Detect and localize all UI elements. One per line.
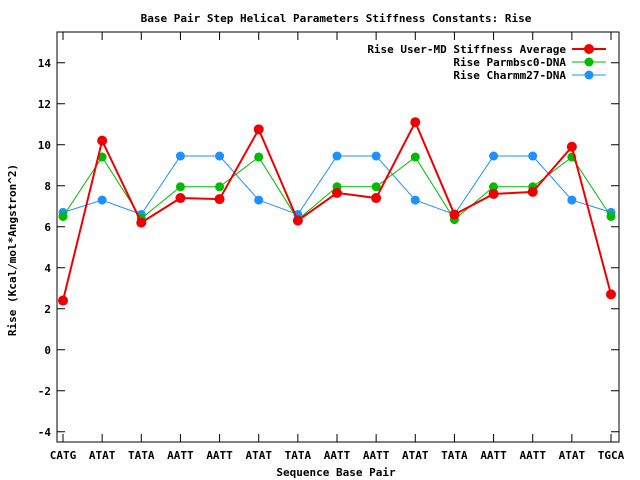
- x-tick-label: AATT: [363, 449, 390, 462]
- legend-marker: [584, 44, 594, 54]
- axis-ticks: -4 -2 0 2 4 6 8 10 12 14 CATG ATAT TATA AATT AATT ATAT T…: [38, 32, 625, 462]
- series-lines: [58, 117, 616, 306]
- data-point: [566, 141, 577, 152]
- y-tick-label: 0: [44, 344, 51, 357]
- chart-title: Base Pair Step Helical Parameters Stiffn…: [141, 12, 532, 25]
- data-point: [371, 151, 381, 161]
- legend-label: Rise Charmm27-DNA: [453, 69, 566, 82]
- y-tick-label: 14: [38, 57, 52, 70]
- x-tick-label: AATT: [519, 449, 546, 462]
- data-point: [97, 135, 108, 146]
- data-point: [332, 151, 342, 161]
- data-point: [489, 182, 499, 192]
- x-tick-label: CATG: [50, 449, 77, 462]
- x-tick-label: ATAT: [245, 449, 272, 462]
- data-point: [292, 215, 303, 226]
- data-point: [332, 187, 342, 198]
- data-point: [567, 195, 577, 205]
- data-point: [606, 212, 616, 221]
- data-point: [97, 152, 107, 162]
- x-tick-label: AATT: [167, 449, 194, 462]
- x-tick-label: AATT: [480, 449, 507, 462]
- data-point: [606, 289, 616, 300]
- plot-frame: [56, 31, 620, 443]
- legend-marker: [584, 70, 594, 80]
- x-tick-label: TATA: [285, 449, 312, 462]
- data-point: [175, 193, 186, 204]
- legend-label: Rise Parmbsc0-DNA: [453, 56, 566, 69]
- data-point: [214, 194, 225, 205]
- x-tick-label: ATAT: [559, 449, 586, 462]
- y-tick-label: 4: [44, 262, 51, 275]
- y-tick-label: -2: [38, 385, 51, 398]
- data-point: [527, 186, 538, 197]
- x-tick-label: ATAT: [89, 449, 116, 462]
- data-point: [410, 117, 421, 128]
- y-tick-label: 10: [38, 139, 51, 152]
- data-point: [253, 124, 264, 135]
- data-point: [410, 152, 420, 162]
- x-tick-label: TATA: [128, 449, 155, 462]
- y-tick-label: -4: [38, 426, 52, 439]
- x-tick-label: ATAT: [402, 449, 429, 462]
- y-axis-label: Rise (Kcal/mol*Angstron^2): [6, 164, 19, 336]
- y-tick-label: 6: [44, 221, 51, 234]
- data-point: [489, 151, 499, 161]
- series-line: [62, 119, 612, 301]
- data-point: [488, 188, 499, 199]
- data-point: [254, 152, 264, 162]
- y-tick-label: 12: [38, 98, 51, 111]
- x-tick-label: AATT: [324, 449, 351, 462]
- data-point: [410, 195, 420, 205]
- data-point: [254, 195, 264, 205]
- legend-label: Rise User-MD Stiffness Average: [367, 43, 566, 56]
- data-point: [58, 295, 68, 306]
- data-point: [215, 182, 225, 192]
- x-tick-label: TATA: [441, 449, 468, 462]
- data-point: [371, 193, 382, 204]
- x-axis-label: Sequence Base Pair: [276, 466, 396, 479]
- x-tick-label: AATT: [206, 449, 233, 462]
- data-point: [136, 217, 147, 228]
- x-tick-label: TGCA: [598, 449, 625, 462]
- data-point: [175, 182, 185, 192]
- data-point: [449, 209, 460, 220]
- y-tick-label: 2: [44, 303, 51, 316]
- data-point: [58, 212, 68, 221]
- data-point: [215, 151, 225, 161]
- data-point: [528, 151, 538, 161]
- y-tick-label: 8: [44, 180, 51, 193]
- legend-marker: [584, 57, 594, 67]
- data-point: [175, 151, 185, 161]
- data-point: [97, 195, 107, 205]
- data-point: [371, 182, 381, 192]
